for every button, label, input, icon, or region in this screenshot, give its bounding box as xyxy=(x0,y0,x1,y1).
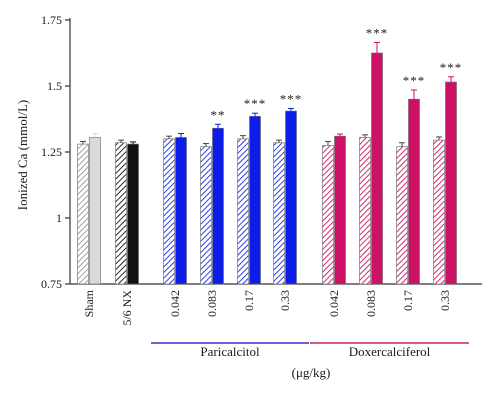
bar xyxy=(127,143,139,285)
category-label: 0.17 xyxy=(401,290,415,311)
category-label: 0.33 xyxy=(278,290,292,311)
bar xyxy=(89,137,101,285)
bar xyxy=(77,143,89,285)
bar xyxy=(249,116,261,285)
treatment-labels: Paricalcitol Doxercalciferol xyxy=(151,342,469,359)
bar xyxy=(175,137,187,285)
bar xyxy=(237,138,249,285)
significance-marker: *** xyxy=(403,73,426,88)
bar xyxy=(322,145,334,285)
category-label: 0.042 xyxy=(327,290,341,317)
treatment-label: Paricalcitol xyxy=(200,344,260,359)
bar xyxy=(359,137,371,285)
category-label: 0.042 xyxy=(168,290,182,317)
significance-marker: *** xyxy=(366,25,389,40)
bar xyxy=(163,138,175,285)
bar xyxy=(433,139,445,285)
significance-marker: ** xyxy=(211,107,226,122)
category-label: 0.33 xyxy=(438,290,452,311)
bar xyxy=(445,81,457,285)
category-label: 0.083 xyxy=(364,290,378,317)
significance-marker: *** xyxy=(280,91,303,106)
dose-unit-label: (μg/kg) xyxy=(292,365,331,380)
bar xyxy=(334,135,346,285)
y-tick-label: 1 xyxy=(56,211,62,225)
category-label: 5/6 NX xyxy=(120,290,134,326)
bar xyxy=(200,146,212,285)
bar xyxy=(408,98,420,285)
category-label: 0.17 xyxy=(242,290,256,311)
y-tick-label: 0.75 xyxy=(41,277,62,291)
bar xyxy=(396,146,408,285)
treatment-label: Doxercalciferol xyxy=(349,344,431,359)
y-axis-title: Ionized Ca (mmol/L) xyxy=(15,100,30,210)
category-label: 0.083 xyxy=(205,290,219,317)
bar xyxy=(273,142,285,285)
y-tick-label: 1.25 xyxy=(41,145,62,159)
y-tick-label: 1.5 xyxy=(47,79,62,93)
significance-marker: *** xyxy=(440,60,463,75)
significance-marker: *** xyxy=(244,96,267,111)
bar xyxy=(371,52,383,285)
bar xyxy=(115,142,127,285)
bar xyxy=(212,127,224,285)
bars: ***** ************ xyxy=(77,25,463,285)
category-label: Sham xyxy=(82,289,96,317)
category-labels: Sham 5/6 NX 0.042 0.083 0.17 0.33 0.042 0.083 0.… xyxy=(82,289,452,325)
bar xyxy=(285,110,297,285)
y-tick-label: 1.75 xyxy=(41,13,62,27)
